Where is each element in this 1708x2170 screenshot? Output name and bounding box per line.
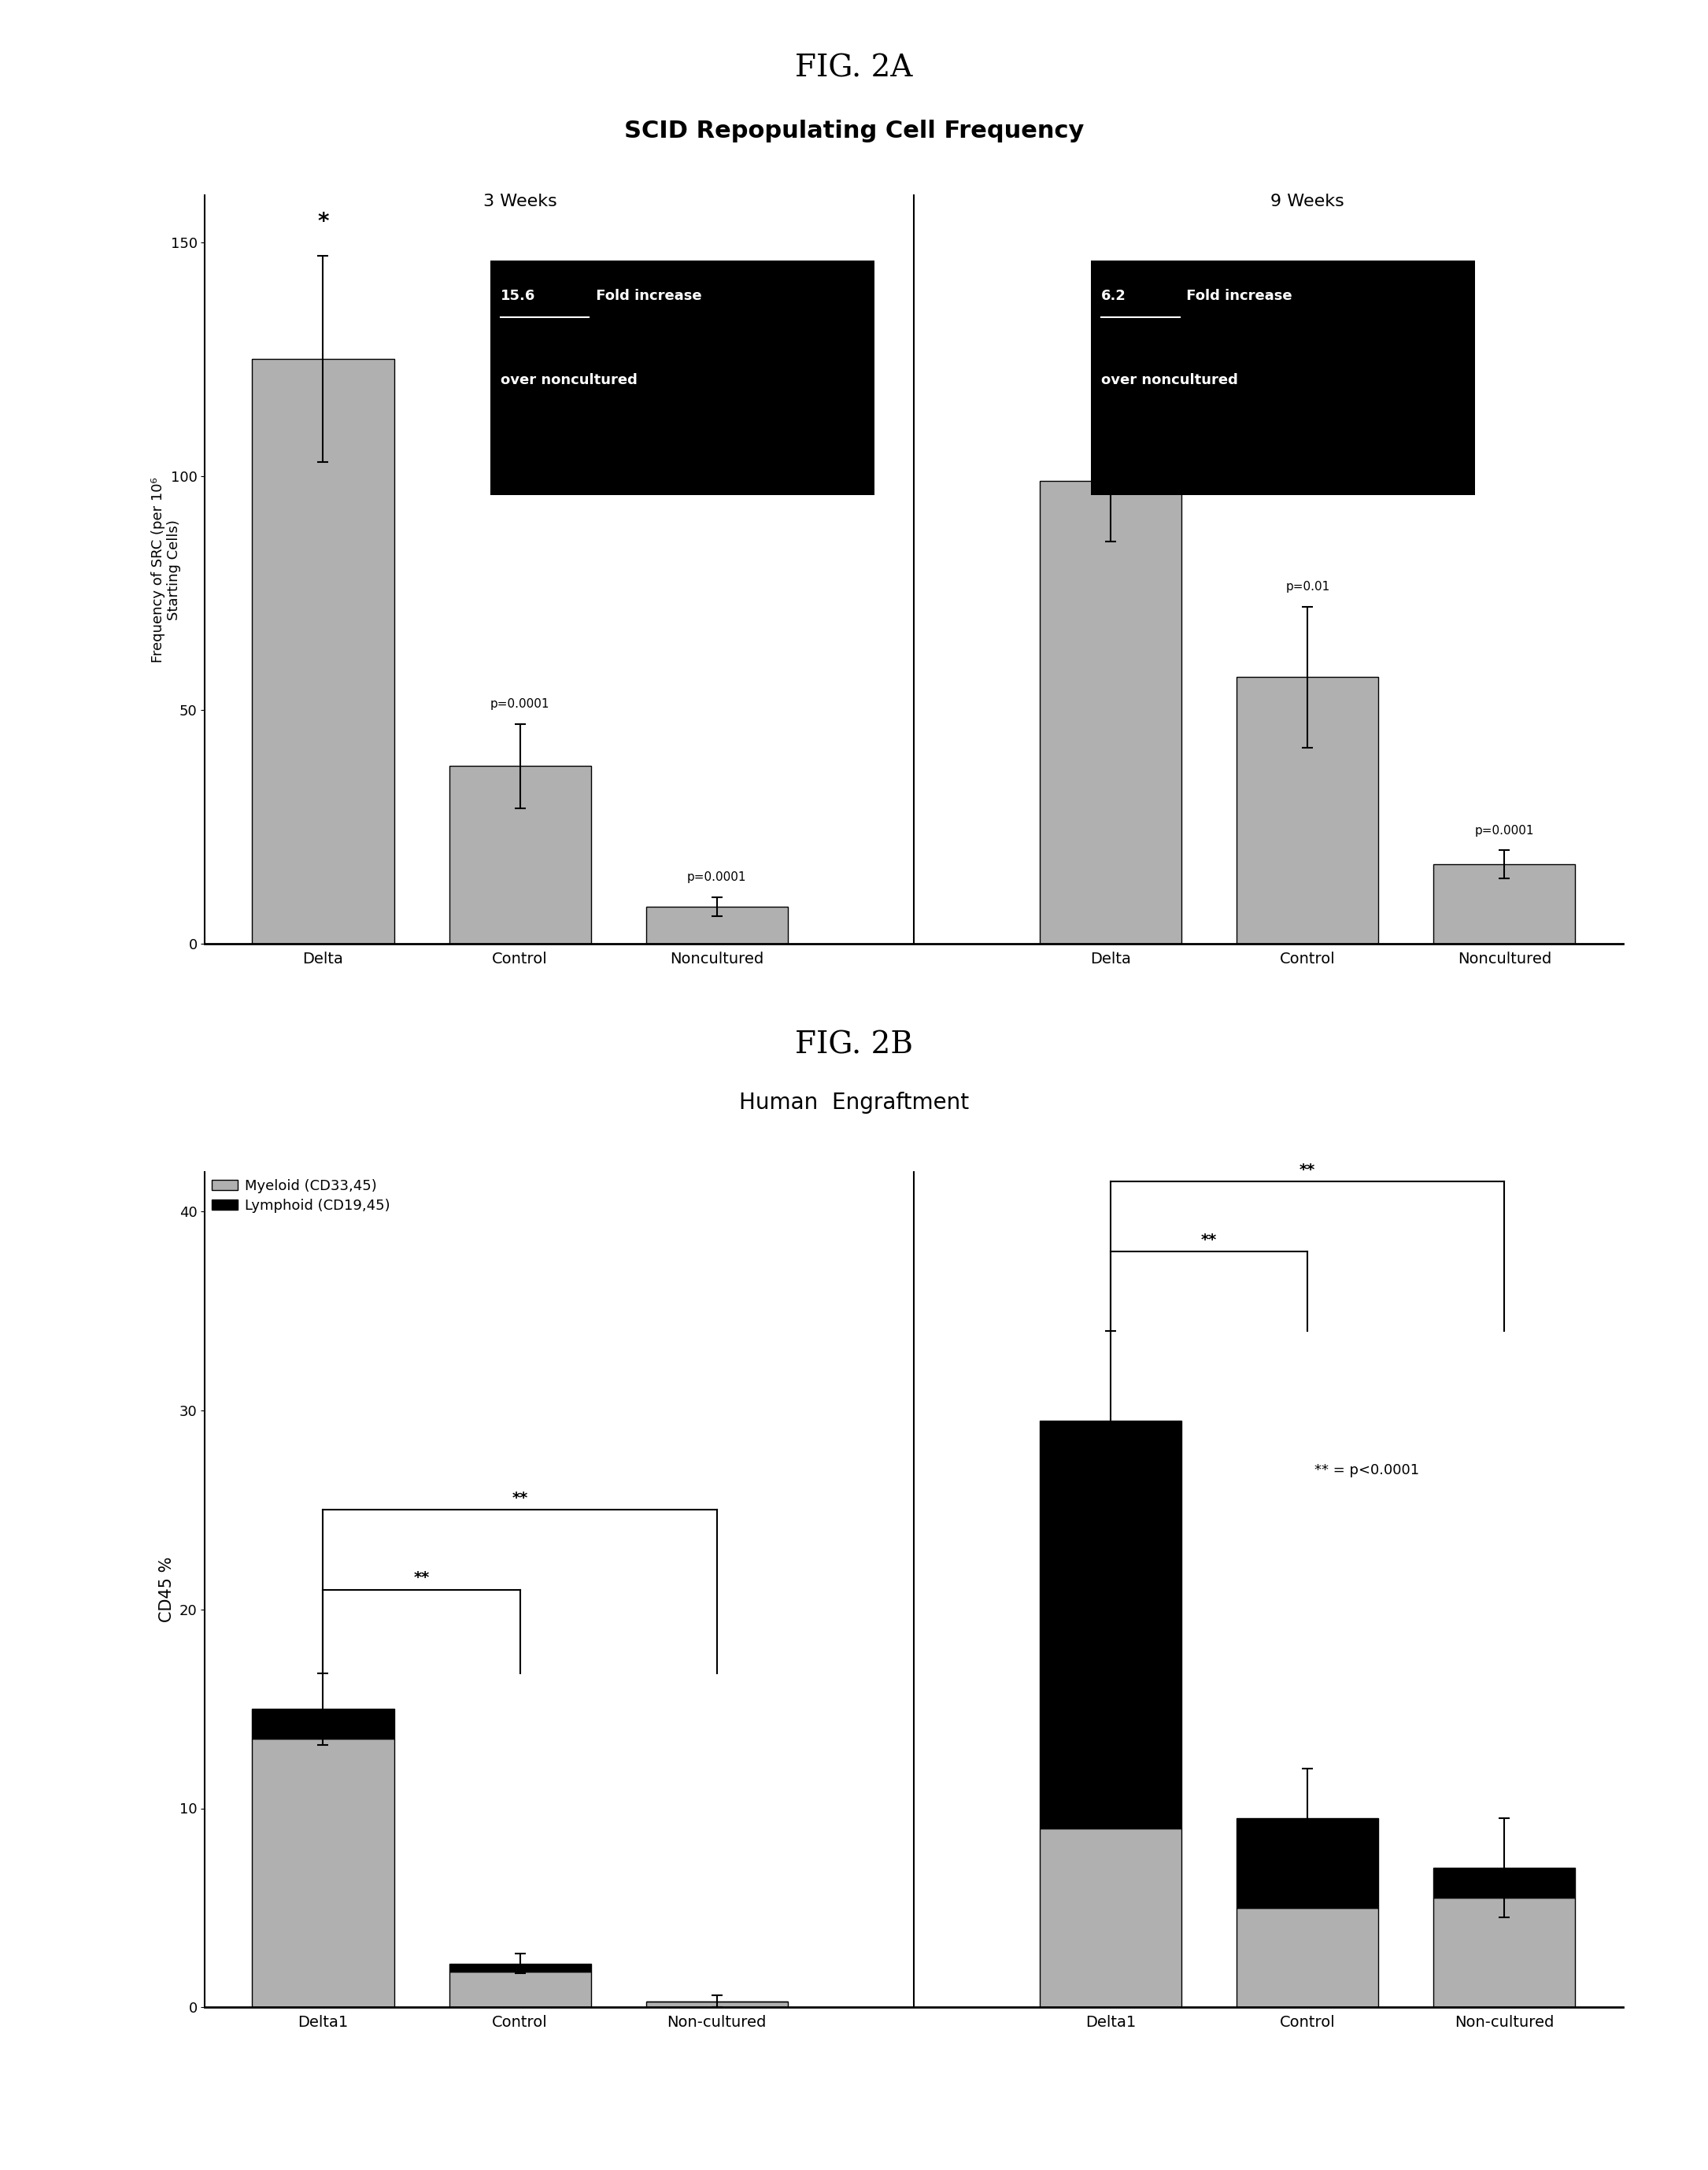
Text: p=0.0001: p=0.0001 xyxy=(490,699,550,710)
Bar xyxy=(1237,1818,1378,1907)
Text: p=0.01: p=0.01 xyxy=(1286,582,1331,592)
Bar xyxy=(1040,482,1182,944)
Bar xyxy=(1040,1421,1182,1827)
Bar xyxy=(253,1738,395,2007)
Text: Human  Engraftment: Human Engraftment xyxy=(740,1092,968,1113)
Y-axis label: CD45 %: CD45 % xyxy=(159,1556,174,1623)
Bar xyxy=(449,766,591,944)
Text: over noncultured: over noncultured xyxy=(500,373,637,386)
Text: **: ** xyxy=(1300,1163,1315,1178)
Bar xyxy=(449,1964,591,1970)
Bar xyxy=(646,2001,787,2007)
Text: ** = p<0.0001: ** = p<0.0001 xyxy=(1313,1463,1419,1478)
Bar xyxy=(1237,1907,1378,2007)
Bar xyxy=(1237,677,1378,944)
Text: *: * xyxy=(1105,375,1117,397)
Text: FIG. 2A: FIG. 2A xyxy=(796,54,912,82)
Bar xyxy=(1433,864,1575,944)
Bar xyxy=(646,907,787,944)
Text: **: ** xyxy=(1201,1233,1218,1248)
FancyBboxPatch shape xyxy=(1091,260,1476,495)
Text: **: ** xyxy=(413,1571,429,1586)
Text: 15.6: 15.6 xyxy=(500,289,535,304)
Text: Fold increase: Fold increase xyxy=(591,289,702,304)
Text: 6.2: 6.2 xyxy=(1102,289,1126,304)
Bar xyxy=(253,358,395,944)
Text: **: ** xyxy=(512,1491,528,1506)
Text: p=0.0001: p=0.0001 xyxy=(1474,825,1534,835)
Bar xyxy=(1433,1868,1575,1899)
FancyBboxPatch shape xyxy=(490,260,874,495)
Y-axis label: Frequency of SRC (per 10⁶
Starting Cells): Frequency of SRC (per 10⁶ Starting Cells… xyxy=(150,477,181,662)
Text: 9 Weeks: 9 Weeks xyxy=(1271,193,1344,208)
Text: 3 Weeks: 3 Weeks xyxy=(483,193,557,208)
Legend: Myeloid (CD33,45), Lymphoid (CD19,45): Myeloid (CD33,45), Lymphoid (CD19,45) xyxy=(212,1178,389,1213)
Bar xyxy=(449,1970,591,2007)
Text: SCID Repopulating Cell Frequency: SCID Repopulating Cell Frequency xyxy=(623,119,1085,143)
Text: Fold increase: Fold increase xyxy=(1182,289,1293,304)
Text: FIG. 2B: FIG. 2B xyxy=(794,1031,914,1059)
Bar xyxy=(1040,1827,1182,2007)
Text: p=0.0001: p=0.0001 xyxy=(687,872,746,883)
Bar xyxy=(1433,1899,1575,2007)
Text: *: * xyxy=(318,210,330,232)
Text: over noncultured: over noncultured xyxy=(1102,373,1238,386)
Bar xyxy=(253,1710,395,1738)
